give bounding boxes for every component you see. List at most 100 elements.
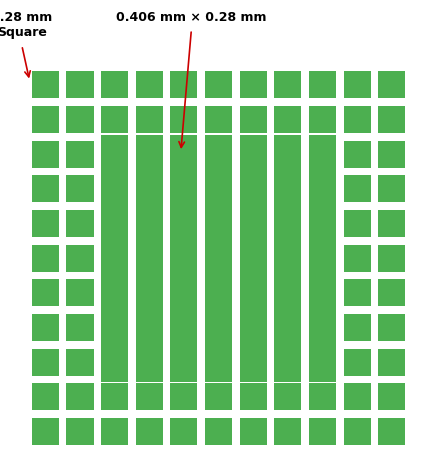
Bar <box>274 418 301 445</box>
Bar <box>135 71 162 98</box>
Bar <box>204 204 232 243</box>
Bar <box>378 175 404 202</box>
Bar <box>378 141 404 168</box>
Bar <box>239 273 266 313</box>
Bar <box>170 135 197 174</box>
Bar <box>378 383 404 410</box>
Bar <box>101 71 128 98</box>
Bar <box>66 383 93 410</box>
Bar <box>101 169 128 208</box>
Bar <box>66 175 93 202</box>
Bar <box>101 106 128 133</box>
Bar <box>66 418 93 445</box>
Bar <box>343 71 370 98</box>
Bar <box>308 343 335 382</box>
Bar <box>135 204 162 243</box>
Bar <box>274 135 301 174</box>
Bar <box>32 245 59 272</box>
Bar <box>170 273 197 313</box>
Bar <box>101 383 128 410</box>
Bar <box>135 169 162 208</box>
Text: 0.406 mm × 0.28 mm: 0.406 mm × 0.28 mm <box>116 11 266 24</box>
Bar <box>204 239 232 278</box>
Bar <box>274 383 301 410</box>
Bar <box>170 343 197 382</box>
Bar <box>308 308 335 347</box>
Bar <box>308 71 335 98</box>
Bar <box>32 279 59 306</box>
Bar <box>66 279 93 306</box>
Bar <box>308 204 335 243</box>
Bar <box>204 169 232 208</box>
Bar <box>308 135 335 174</box>
Bar <box>239 239 266 278</box>
Bar <box>239 308 266 347</box>
Bar <box>204 71 232 98</box>
Bar <box>239 418 266 445</box>
Bar <box>32 314 59 341</box>
Bar <box>135 106 162 133</box>
Bar <box>378 106 404 133</box>
Bar <box>239 106 266 133</box>
Bar <box>101 343 128 382</box>
Bar <box>66 71 93 98</box>
Bar <box>170 239 197 278</box>
Bar <box>274 71 301 98</box>
Bar <box>274 273 301 313</box>
Bar <box>170 204 197 243</box>
Bar <box>343 141 370 168</box>
Bar <box>32 383 59 410</box>
Bar <box>170 71 197 98</box>
Bar <box>101 135 128 174</box>
Bar <box>66 349 93 376</box>
Bar <box>343 418 370 445</box>
Bar <box>378 71 404 98</box>
Bar <box>343 245 370 272</box>
Bar <box>343 349 370 376</box>
Bar <box>378 279 404 306</box>
Bar <box>66 141 93 168</box>
Bar <box>135 383 162 410</box>
Bar <box>378 210 404 237</box>
Bar <box>32 141 59 168</box>
Bar <box>343 314 370 341</box>
Bar <box>135 343 162 382</box>
Bar <box>343 383 370 410</box>
Bar <box>308 418 335 445</box>
Bar <box>378 314 404 341</box>
Bar <box>343 279 370 306</box>
Bar <box>308 273 335 313</box>
Bar <box>308 106 335 133</box>
Bar <box>135 273 162 313</box>
Bar <box>274 169 301 208</box>
Bar <box>343 106 370 133</box>
Bar <box>101 273 128 313</box>
Bar <box>170 106 197 133</box>
Bar <box>32 175 59 202</box>
Bar <box>308 169 335 208</box>
Bar <box>378 349 404 376</box>
Bar <box>204 106 232 133</box>
Bar <box>101 418 128 445</box>
Bar <box>32 418 59 445</box>
Bar <box>239 383 266 410</box>
Bar <box>135 135 162 174</box>
Bar <box>343 210 370 237</box>
Bar <box>101 239 128 278</box>
Bar <box>66 106 93 133</box>
Bar <box>66 210 93 237</box>
Bar <box>378 418 404 445</box>
Bar <box>204 343 232 382</box>
Bar <box>378 245 404 272</box>
Bar <box>170 308 197 347</box>
Text: 0.28 mm
Square: 0.28 mm Square <box>0 11 52 39</box>
Bar <box>66 245 93 272</box>
Bar <box>274 308 301 347</box>
Bar <box>239 71 266 98</box>
Bar <box>239 135 266 174</box>
Bar <box>204 135 232 174</box>
Bar <box>204 418 232 445</box>
Bar <box>204 273 232 313</box>
Bar <box>308 383 335 410</box>
Bar <box>239 204 266 243</box>
